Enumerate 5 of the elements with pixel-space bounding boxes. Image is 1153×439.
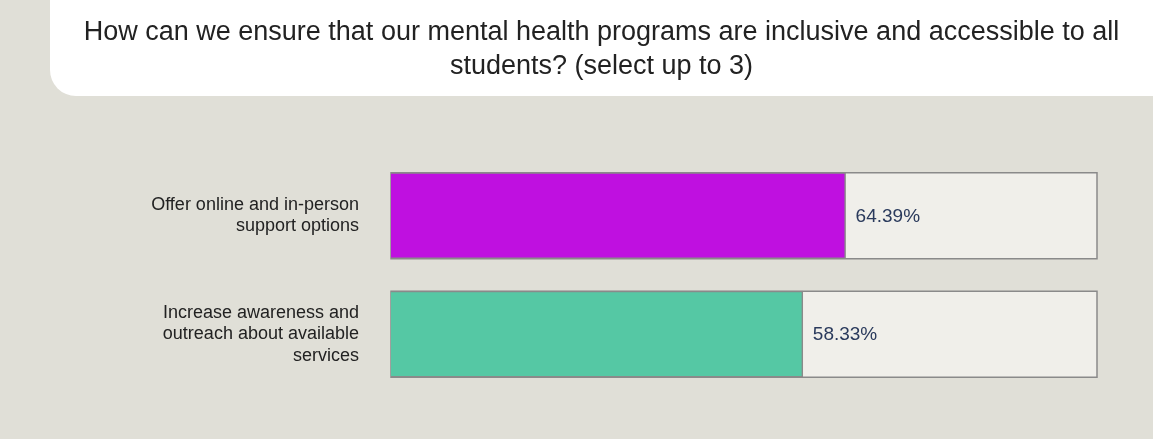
y-tick-label: Increase awareness and outreach about available services	[162, 301, 359, 365]
y-tick-label: Offer online and in-person support options	[151, 193, 359, 236]
data-label: 64.39%	[855, 204, 921, 226]
chart-title: How can we ensure that our mental health programs are inclusive and accessible to all students? (select up to 3)	[50, 0, 1153, 96]
data-label: 58.33%	[812, 323, 878, 345]
